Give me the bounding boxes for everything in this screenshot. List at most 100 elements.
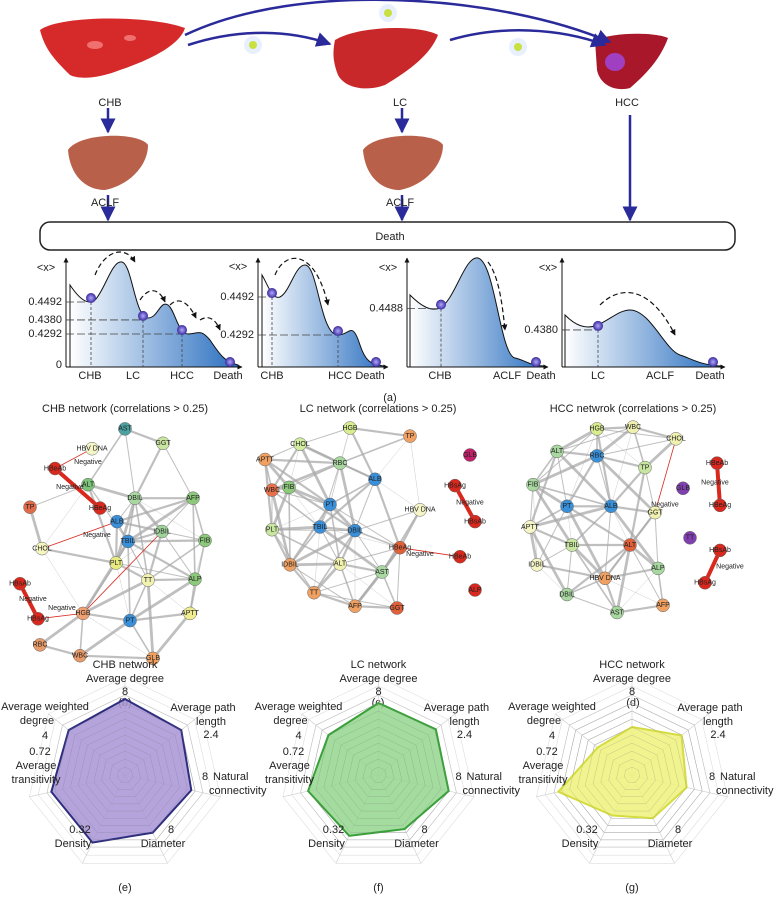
edge: [532, 483, 612, 508]
radar-ring: [46, 694, 204, 848]
edge: [596, 438, 677, 457]
axis-label: Density: [308, 838, 345, 850]
node-label: PT: [126, 617, 136, 624]
edge: [596, 426, 634, 457]
axis-max: 8: [202, 771, 208, 783]
radar-inner-ring: [623, 766, 641, 783]
radar-inner-ring: [561, 702, 703, 841]
edge: [610, 466, 646, 508]
radar-title: LC network: [351, 659, 407, 671]
axis-label: transitivity: [12, 774, 61, 786]
edge: [87, 484, 129, 542]
edge: [147, 539, 206, 581]
edge: [604, 506, 612, 579]
transition-arrow: [94, 251, 136, 276]
edge: [79, 619, 131, 657]
node: [403, 429, 417, 443]
edge: [354, 605, 398, 610]
edge: [354, 509, 421, 532]
node-label: TP: [406, 433, 415, 440]
radar-ring: [544, 685, 720, 856]
x-label: Death: [355, 370, 384, 382]
node: [710, 456, 724, 470]
node: [713, 498, 727, 513]
axis-max: 2.4: [203, 729, 218, 741]
edge: [329, 504, 401, 549]
node-label: TBIL: [313, 524, 328, 531]
axis-label: degree: [273, 715, 307, 727]
ball: [138, 310, 148, 321]
edge: [596, 455, 612, 507]
landscape-curve: [564, 309, 721, 368]
axis-label: <x>: [539, 262, 557, 274]
radar-inner-ring: [362, 758, 395, 790]
axis-label: degree: [527, 715, 561, 727]
axis-max: 8: [421, 824, 427, 836]
edge: [41, 548, 84, 614]
node-label: CHOL: [32, 545, 52, 552]
axis-label: degree: [20, 715, 54, 727]
node-label: RBC: [33, 642, 48, 649]
annotation: Negative: [19, 596, 47, 603]
node: [183, 606, 197, 621]
axis-max: 8: [375, 686, 381, 698]
edge: [374, 435, 411, 480]
edge: [127, 540, 196, 581]
negative-edge: [54, 448, 93, 469]
axis-label: length: [196, 716, 226, 728]
node: [626, 420, 640, 434]
axis-label: Average degree: [86, 673, 164, 685]
edge: [654, 512, 659, 569]
node-label: APTT: [181, 610, 200, 617]
node: [343, 421, 357, 435]
edge: [374, 479, 421, 511]
edge: [596, 454, 656, 514]
axis-label: transitivity: [519, 774, 568, 786]
node: [683, 531, 697, 545]
node-label: HBsAb: [709, 547, 731, 554]
ball: [593, 320, 603, 331]
annotation: Negative: [456, 500, 484, 507]
annotation: Negative: [716, 563, 744, 570]
axis-label: Diameter: [141, 838, 186, 850]
edge: [116, 520, 163, 533]
edge: [339, 563, 356, 607]
edge: [271, 443, 301, 491]
edge: [129, 578, 196, 622]
radar-inner-ring: [331, 726, 426, 819]
edge: [124, 427, 164, 445]
edge: [161, 497, 194, 532]
edge: [566, 505, 631, 546]
edge: [192, 497, 206, 541]
axis-label: Average weighted: [255, 701, 343, 713]
ball: [267, 288, 277, 298]
node-label: ALT: [82, 482, 95, 489]
edge: [604, 578, 664, 606]
organs: [40, 4, 668, 190]
node-label: GLB: [463, 452, 477, 459]
node-label: RBC: [590, 453, 605, 460]
node: [188, 572, 202, 586]
edge: [566, 428, 598, 507]
edge: [271, 528, 341, 565]
edge: [644, 437, 677, 469]
edge: [114, 521, 119, 564]
edge: [147, 578, 196, 582]
edge: [566, 594, 618, 613]
axis-label: connectivity: [209, 785, 267, 797]
node-label: AFP: [348, 603, 362, 610]
edge: [529, 504, 612, 529]
x-label: CHB: [78, 370, 101, 382]
transition-arrow: [199, 317, 221, 331]
edge: [566, 544, 631, 596]
node-label: APTT: [256, 456, 275, 463]
edge: [124, 428, 136, 499]
edge: [299, 427, 351, 445]
radar-inner-ring: [54, 702, 196, 841]
edge: [270, 486, 291, 531]
caption: (e): [118, 882, 131, 894]
node: [33, 638, 47, 652]
node: [523, 520, 537, 534]
edge: [610, 505, 656, 514]
edge: [604, 567, 659, 580]
